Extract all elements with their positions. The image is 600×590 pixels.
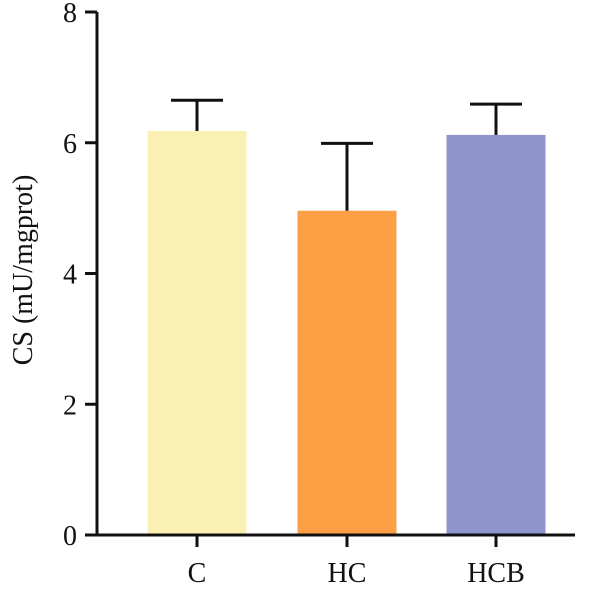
x-tick-label-hc: HC: [328, 558, 367, 589]
bar-hcb: [446, 134, 546, 535]
y-axis-title: CS (mU/mgprot): [8, 175, 39, 366]
y-tick-label-8: 8: [63, 0, 77, 29]
bars-layer: [147, 130, 546, 536]
y-tick-label-2: 2: [63, 390, 77, 421]
x-tick-label-hcb: HCB: [467, 558, 525, 589]
x-ticks-layer: C HC HCB: [188, 535, 525, 589]
bar-c: [147, 130, 247, 536]
bar-hc: [297, 210, 397, 536]
x-tick-label-c: C: [188, 558, 207, 589]
y-tick-label-6: 6: [63, 129, 77, 160]
error-bars-layer: [171, 98, 522, 211]
y-tick-label-4: 4: [63, 260, 77, 291]
y-tick-label-0: 0: [63, 521, 77, 552]
y-ticks-layer: 0 2 4 6 8: [63, 0, 97, 552]
